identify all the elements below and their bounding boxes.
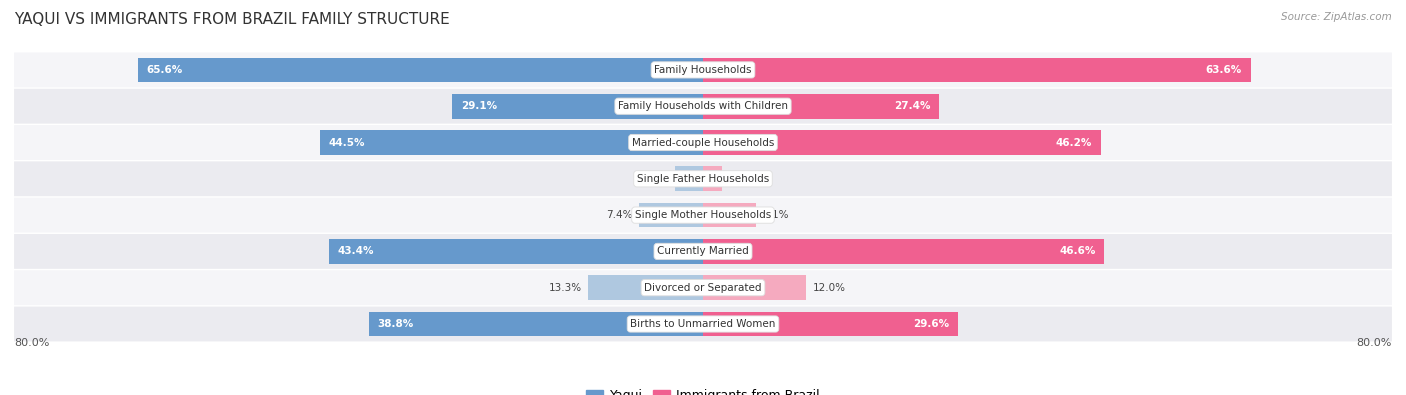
Legend: Yaqui, Immigrants from Brazil: Yaqui, Immigrants from Brazil [581, 384, 825, 395]
Text: 46.6%: 46.6% [1059, 246, 1095, 256]
Text: Divorced or Separated: Divorced or Separated [644, 283, 762, 293]
FancyBboxPatch shape [14, 234, 1392, 269]
Text: 38.8%: 38.8% [377, 319, 413, 329]
Text: Currently Married: Currently Married [657, 246, 749, 256]
FancyBboxPatch shape [14, 125, 1392, 160]
FancyBboxPatch shape [14, 270, 1392, 305]
Bar [703, 166, 721, 191]
Bar [703, 239, 1104, 264]
Text: 80.0%: 80.0% [1357, 338, 1392, 348]
Bar [703, 130, 1101, 155]
FancyBboxPatch shape [14, 307, 1392, 341]
Text: Single Mother Households: Single Mother Households [636, 210, 770, 220]
Text: Family Households with Children: Family Households with Children [619, 101, 787, 111]
Text: 2.2%: 2.2% [728, 174, 755, 184]
Bar [329, 239, 703, 264]
Text: YAQUI VS IMMIGRANTS FROM BRAZIL FAMILY STRUCTURE: YAQUI VS IMMIGRANTS FROM BRAZIL FAMILY S… [14, 12, 450, 27]
FancyBboxPatch shape [14, 53, 1392, 87]
FancyBboxPatch shape [14, 89, 1392, 124]
Text: 63.6%: 63.6% [1206, 65, 1241, 75]
Text: 46.2%: 46.2% [1056, 137, 1092, 147]
Text: 6.1%: 6.1% [762, 210, 789, 220]
Text: 44.5%: 44.5% [329, 137, 366, 147]
FancyBboxPatch shape [14, 162, 1392, 196]
Text: Family Households: Family Households [654, 65, 752, 75]
Bar [703, 58, 1251, 82]
Bar [368, 312, 703, 337]
Text: 65.6%: 65.6% [146, 65, 183, 75]
Text: Source: ZipAtlas.com: Source: ZipAtlas.com [1281, 12, 1392, 22]
FancyBboxPatch shape [14, 198, 1392, 233]
Bar [640, 203, 703, 228]
Bar [703, 94, 939, 118]
Bar [703, 312, 957, 337]
Text: 29.6%: 29.6% [912, 319, 949, 329]
Text: Single Father Households: Single Father Households [637, 174, 769, 184]
Text: 13.3%: 13.3% [548, 283, 582, 293]
Text: Births to Unmarried Women: Births to Unmarried Women [630, 319, 776, 329]
Text: 7.4%: 7.4% [606, 210, 633, 220]
Bar [319, 130, 703, 155]
Text: 3.2%: 3.2% [643, 174, 669, 184]
Bar [589, 275, 703, 300]
Bar [703, 275, 807, 300]
Text: Married-couple Households: Married-couple Households [631, 137, 775, 147]
Text: 80.0%: 80.0% [14, 338, 49, 348]
Text: 27.4%: 27.4% [894, 101, 931, 111]
Bar [138, 58, 703, 82]
Text: 12.0%: 12.0% [813, 283, 846, 293]
Text: 29.1%: 29.1% [461, 101, 498, 111]
Bar [703, 203, 755, 228]
Bar [453, 94, 703, 118]
Text: 43.4%: 43.4% [337, 246, 374, 256]
Bar [675, 166, 703, 191]
